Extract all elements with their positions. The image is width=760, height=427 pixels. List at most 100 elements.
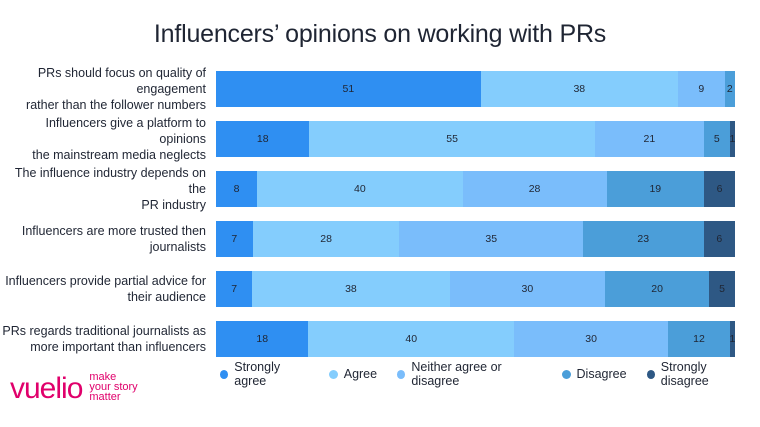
stacked-bar: 51 38 9 2 (216, 71, 735, 107)
row-label-line: Influencers provide partial advice for (5, 274, 206, 288)
data-label: 38 (573, 83, 586, 95)
bar-segment: 21 (594, 121, 704, 157)
row-label: Influencers provide partial advice for th… (0, 271, 206, 307)
bar-segment: 19 (606, 171, 705, 207)
legend-label: Neither agree or disagree (411, 360, 502, 388)
row-label-line: The influence industry depends on the (14, 166, 206, 196)
bar-segment: 5 (709, 271, 735, 307)
legend-label: Disagree (576, 367, 627, 381)
row-label: Influencers are more trusted then journal… (0, 221, 206, 257)
stacked-bar: 7 28 35 23 6 (216, 221, 735, 257)
bar-segment: 38 (480, 71, 678, 107)
data-label: 20 (651, 283, 663, 295)
data-label: 51 (342, 83, 355, 95)
data-label: 7 (231, 283, 238, 295)
tagline-line-1: make (89, 371, 117, 383)
row-label-line: Influencers give a platform to opinions (45, 116, 207, 146)
data-label: 30 (585, 333, 597, 345)
row-label-line: more important than influencers (30, 340, 206, 354)
legend-label: Strongly disagree (660, 360, 709, 388)
tagline-line-2: your story (89, 381, 138, 393)
row-label-line: rather than the follower numbers (26, 98, 206, 112)
legend-dot-icon (561, 369, 571, 379)
stacked-bar: 7 38 30 20 5 (216, 271, 735, 307)
row-label-line: their audience (127, 290, 206, 304)
bar-segment: 5 (703, 121, 730, 157)
stacked-bar: 8 40 28 19 6 (216, 171, 735, 207)
data-label: 21 (643, 133, 656, 145)
stacked-bar: 18 40 30 12 1 (216, 321, 735, 357)
row-label-line: PR industry (141, 198, 206, 212)
bar-segment: 7 (216, 221, 253, 257)
bar-segment: 7 (216, 271, 253, 307)
data-label: 2 (726, 83, 733, 95)
data-label: 5 (719, 283, 725, 295)
bar-segment: 40 (257, 171, 463, 207)
data-label: 19 (649, 183, 662, 195)
bar-segment: 12 (668, 321, 730, 357)
stacked-bar: 18 55 21 5 1 (216, 121, 735, 157)
data-label: 28 (528, 183, 541, 195)
data-label: 9 (698, 83, 705, 95)
row-label-line: journalists (149, 240, 206, 254)
row-label-line: the mainstream media neglects (32, 148, 206, 162)
legend-item: Agree (328, 367, 378, 381)
legend-item: Strongly disagree (646, 360, 750, 388)
bar-segment: 20 (605, 271, 710, 307)
legend-item: Strongly agree (220, 360, 309, 388)
data-label: 55 (446, 133, 458, 145)
row-label: Influencers give a platform to opinions t… (0, 116, 206, 162)
data-label: 30 (521, 283, 534, 295)
bar-segment: 23 (582, 221, 704, 257)
bar-segment: 40 (308, 321, 515, 357)
data-label: 6 (716, 233, 723, 245)
tagline-line-3: matter (89, 391, 121, 403)
row-label-line: Influencers are more trusted then (21, 224, 206, 238)
logo-word: vuelio (10, 372, 83, 405)
row-label: The influence industry depends on the PR … (0, 166, 206, 212)
legend-label: Strongly agree (234, 360, 281, 388)
chart-legend: Strongly agree Agree Neither agree or disa… (220, 360, 750, 388)
legend-dot-icon (328, 369, 338, 379)
row-label-line: PRs should focus on quality of engagemen… (37, 66, 206, 96)
bar-segment: 6 (703, 221, 735, 257)
data-label: 35 (485, 233, 498, 245)
bar-segment: 1 (729, 321, 735, 357)
data-label: 7 (231, 233, 238, 245)
data-label: 40 (354, 183, 366, 195)
legend-item: Disagree (561, 367, 627, 381)
bar-segment: 6 (704, 171, 735, 207)
bar-segment: 51 (216, 71, 481, 107)
data-label: 38 (345, 283, 357, 295)
data-label: 8 (233, 183, 240, 195)
bar-segment: 2 (724, 71, 735, 107)
data-label: 40 (405, 333, 418, 345)
bar-segment: 30 (514, 321, 669, 357)
data-label: 12 (693, 333, 705, 345)
data-label: 6 (716, 183, 723, 195)
bar-segment: 38 (252, 271, 450, 307)
bar-segment: 8 (216, 171, 258, 207)
bar-segment: 55 (309, 121, 595, 157)
bar-segment: 30 (449, 271, 606, 307)
bar-segment: 28 (462, 171, 607, 207)
data-label: 18 (256, 133, 269, 145)
data-label: 1 (729, 133, 735, 145)
vuelio-logo: vuelio make your story matter (10, 372, 138, 404)
legend-dot-icon (397, 369, 406, 379)
legend-label: Agree (343, 367, 378, 381)
legend-dot-icon (646, 369, 655, 379)
bar-segment: 28 (252, 221, 400, 257)
legend-item: Neither agree or disagree (397, 360, 541, 388)
chart-title: Influencers’ opinions on working with PR… (153, 20, 607, 48)
bar-segment: 9 (677, 71, 725, 107)
bar-segment: 18 (216, 121, 310, 157)
data-label: 23 (637, 233, 650, 245)
bar-segment: 18 (216, 321, 309, 357)
row-label: PRs should focus on quality of engagemen… (0, 66, 206, 112)
data-label: 18 (256, 333, 269, 345)
row-label-line: PRs regards traditional journalists as (2, 324, 206, 338)
logo-tagline: make your story matter (89, 372, 137, 404)
legend-dot-icon (220, 369, 229, 379)
bar-segment: 35 (399, 221, 583, 257)
